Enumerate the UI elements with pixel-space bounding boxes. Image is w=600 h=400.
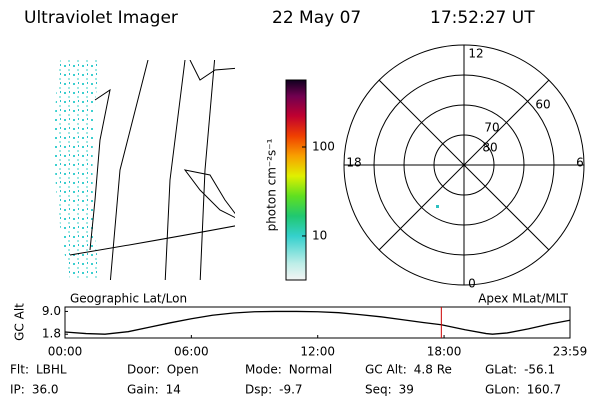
x-tick-label: 06:00 <box>174 345 209 359</box>
footer-label: Mode: <box>245 363 282 377</box>
footer-value: Normal <box>289 363 332 377</box>
footer-value: LBHL <box>36 363 67 377</box>
x-tick-label: 00:00 <box>48 345 83 359</box>
mlt-label: 18 <box>346 156 361 170</box>
lat-label: 80 <box>482 141 497 155</box>
x-tick-label: 18:00 <box>427 345 462 359</box>
mlt-label: 0 <box>468 277 476 291</box>
mlt-label: 6 <box>576 156 584 170</box>
footer-value: 160.7 <box>527 383 561 397</box>
footer-value: -56.1 <box>524 363 555 377</box>
footer-label: GC Alt: <box>365 363 407 377</box>
y-axis-label: GC Alt <box>13 303 27 341</box>
y-tick-label: 1.8 <box>42 327 61 341</box>
date: 22 May 07 <box>272 8 361 28</box>
footer-value: 39 <box>399 383 414 397</box>
footer-value: Open <box>167 363 199 377</box>
mlt-label: 12 <box>468 47 483 61</box>
x-tick-label: 12:00 <box>300 345 335 359</box>
time: 17:52:27 UT <box>430 8 535 28</box>
footer-value: 36.0 <box>32 383 59 397</box>
lat-label: 70 <box>484 121 499 135</box>
footer-value: 4.8 Re <box>414 363 452 377</box>
right-label: Apex MLat/MLT <box>478 292 568 306</box>
x-tick-label: 23:59 <box>553 345 588 359</box>
footer-label: Flt: <box>10 363 29 377</box>
footer-label: Gain: <box>127 383 159 397</box>
y-tick-label: 9.0 <box>42 304 61 318</box>
footer-label: GLon: <box>485 383 520 397</box>
footer-label: Door: <box>127 363 160 377</box>
left-label: Geographic Lat/Lon <box>70 292 187 306</box>
colorbar-label: photon cm⁻²s⁻¹ <box>265 138 279 231</box>
footer-label: GLat: <box>485 363 517 377</box>
colorbar-tick-label: 10 <box>312 228 327 242</box>
footer-value: -9.7 <box>279 383 302 397</box>
altitude-line <box>64 310 571 335</box>
polar-grid <box>343 44 585 286</box>
footer-value: 14 <box>166 383 181 397</box>
colorbar <box>285 79 307 281</box>
colorbar-tick-label: 100 <box>312 139 335 153</box>
footer-label: Seq: <box>365 383 392 397</box>
instrument: Ultraviolet Imager <box>24 8 178 28</box>
footer-label: IP: <box>10 383 25 397</box>
lat-label: 60 <box>535 98 550 112</box>
geo-image <box>54 60 235 280</box>
footer-label: Dsp: <box>245 383 272 397</box>
